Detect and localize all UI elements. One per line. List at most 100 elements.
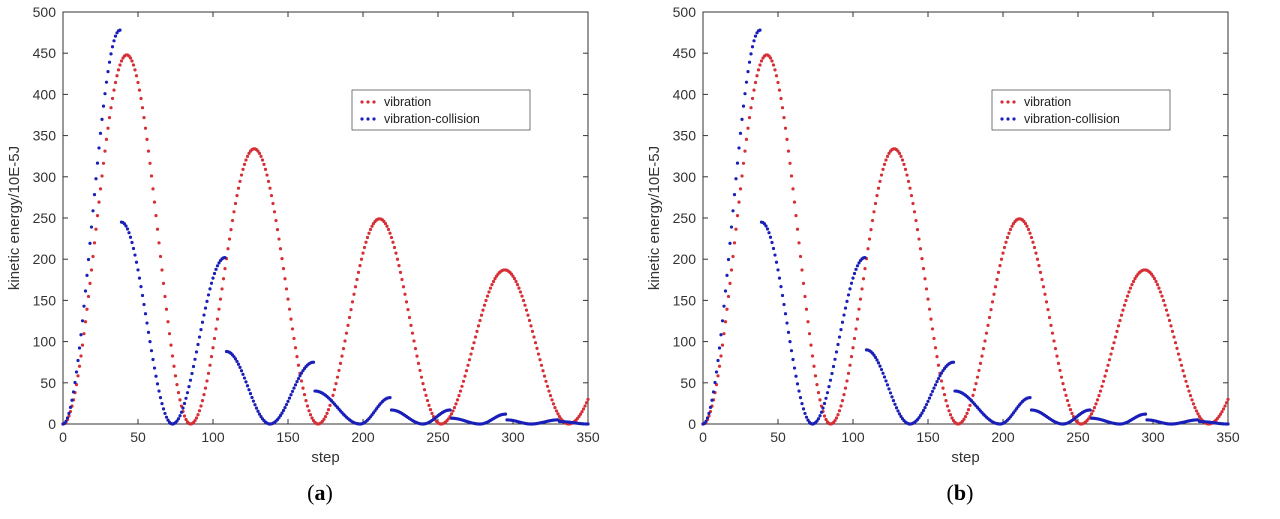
data-point [1028,396,1032,400]
data-point [407,315,412,320]
data-point [161,407,166,411]
data-point [839,404,843,408]
data-point [750,45,755,49]
data-point [287,307,292,311]
data-point [1010,224,1014,228]
data-point [160,402,164,406]
caption-a-open: ( [307,480,315,505]
data-point [876,361,881,365]
data-point [707,411,711,415]
data-point [449,412,454,416]
data-point [262,162,266,166]
data-point [842,393,846,397]
data-point [1034,251,1038,255]
y-tick-label: 150 [673,292,697,308]
data-point [873,355,878,359]
data-point [1002,245,1007,250]
data-point [295,380,299,384]
data-point [299,371,304,375]
x-tick-label: 200 [351,429,375,445]
data-point [902,162,906,166]
data-point [274,218,278,223]
data-point [145,321,149,325]
data-point [906,179,911,183]
data-point [332,388,337,392]
data-point [422,388,427,392]
data-point [290,327,295,331]
legend: vibration vibration-collision [351,89,531,131]
data-point [942,393,947,397]
data-point [734,177,738,181]
data-point [454,402,458,406]
data-point [73,380,77,385]
data-point [725,273,729,278]
data-point [334,382,338,386]
data-point [107,116,112,120]
data-point [293,383,298,387]
data-point [211,346,215,350]
data-point [1158,290,1163,294]
data-point [95,214,100,218]
data-point [731,209,735,213]
caption-b: (b) [640,480,1280,506]
data-point [858,297,863,301]
data-point [227,237,232,241]
data-point [845,299,849,303]
data-point [145,137,149,141]
data-point [212,271,217,276]
data-point [803,411,807,416]
data-point [930,389,935,394]
data-point [758,28,762,32]
data-point [527,318,532,323]
data-point [157,241,161,245]
data-point [106,126,110,130]
data-point [794,374,798,378]
data-point [1217,414,1221,419]
data-point [136,80,140,85]
data-point [140,106,145,110]
data-point [977,368,981,373]
data-point [352,292,356,296]
data-point [740,117,744,121]
data-point [1128,286,1133,290]
data-point [923,277,927,281]
data-point [1133,277,1137,281]
panel-b: 0 50 100 150 200 250 300 350 0 50 100 150 200 250 300 3… [640,0,1280,519]
data-point [293,346,298,350]
y-tick-label: 50 [680,375,696,391]
data-point [110,45,115,49]
data-point [203,386,208,390]
y-tick-label: 450 [673,45,697,61]
data-point [1152,277,1157,281]
data-point [1178,358,1182,362]
data-point [277,237,281,241]
data-point [759,59,764,63]
data-point [77,364,82,368]
data-point [259,154,263,158]
data-point [469,352,473,356]
data-point [1070,411,1074,415]
data-point [1175,346,1179,350]
data-point [987,315,992,320]
data-point [750,96,755,101]
data-point [302,393,307,397]
data-point [876,186,881,190]
data-point [364,240,368,244]
data-point [963,414,968,419]
data-point [76,358,80,363]
legend-marker [1006,117,1010,121]
data-point [520,294,524,298]
data-point [239,369,244,373]
data-point [921,408,926,413]
data-point [479,313,484,317]
data-point [326,407,331,412]
data-point [104,80,109,84]
data-point [768,235,773,239]
data-point [1155,283,1160,287]
data-point [885,154,890,158]
data-point [908,186,912,190]
data-point [992,292,996,296]
data-point [493,277,497,281]
data-point [143,312,148,316]
data-point [891,399,896,403]
